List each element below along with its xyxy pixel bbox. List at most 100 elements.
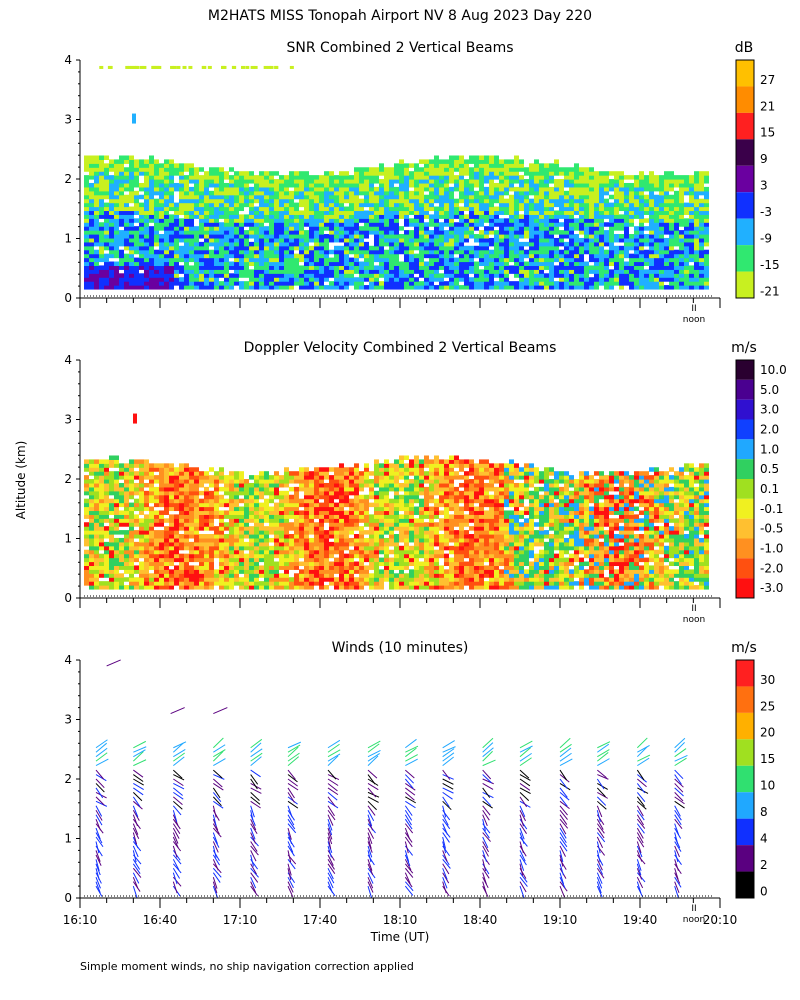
doppler-cell — [204, 573, 209, 578]
snr-cell — [259, 202, 264, 208]
doppler-cell — [284, 569, 289, 574]
snr-cell — [609, 210, 614, 215]
doppler-cell — [234, 482, 239, 488]
snr-cell — [664, 218, 669, 223]
snr-cell — [524, 210, 529, 215]
snr-cell — [649, 175, 654, 180]
snr-cell — [164, 237, 169, 243]
doppler-cell — [94, 545, 99, 551]
snr-cell — [609, 230, 614, 235]
snr-cell — [139, 222, 144, 227]
snr-cell — [514, 175, 519, 180]
snr-cell — [499, 179, 504, 184]
snr-cell — [249, 234, 254, 239]
snr-cell — [244, 179, 249, 184]
snr-cell — [454, 269, 459, 274]
snr-cell — [669, 210, 674, 215]
snr-cell — [504, 175, 509, 180]
snr-cell — [349, 226, 354, 231]
snr-cell — [534, 245, 539, 251]
snr-cell — [444, 175, 449, 180]
snr-cell — [479, 198, 484, 204]
snr-cell — [444, 273, 449, 278]
snr-cell — [574, 253, 579, 259]
doppler-cell — [199, 498, 204, 504]
snr-cell — [659, 245, 664, 251]
snr-cell — [374, 222, 379, 227]
doppler-cell — [154, 545, 159, 551]
snr-cell — [209, 182, 214, 188]
doppler-cell — [124, 506, 129, 512]
doppler-cell — [244, 494, 249, 500]
snr-cell — [124, 171, 129, 176]
snr-cell — [284, 269, 289, 274]
doppler-cell — [154, 490, 159, 496]
snr-cell — [364, 202, 369, 208]
snr-cell — [534, 226, 539, 231]
snr-cell — [649, 273, 654, 278]
snr-cell — [459, 273, 464, 278]
snr-cell — [454, 277, 459, 282]
colorbar-label: -21 — [760, 284, 780, 298]
doppler-cell — [99, 490, 104, 496]
snr-cell — [229, 198, 234, 204]
snr-cell — [279, 226, 284, 231]
snr-cell — [309, 273, 314, 278]
snr-cell — [89, 175, 94, 180]
snr-cell — [144, 218, 149, 223]
snr-cell — [294, 182, 299, 188]
snr-cell — [249, 194, 254, 200]
snr-cell — [99, 194, 104, 200]
snr-cell — [384, 190, 389, 196]
doppler-cell — [219, 526, 224, 531]
doppler-cell — [209, 479, 214, 484]
snr-cell — [654, 194, 659, 200]
snr-cell — [559, 277, 564, 282]
snr-cell — [404, 206, 409, 212]
snr-cell — [684, 182, 689, 188]
snr-cell — [684, 186, 689, 192]
doppler-cell — [234, 502, 239, 508]
doppler-cell — [164, 471, 169, 476]
snr-cell — [454, 281, 459, 286]
doppler-cell — [184, 561, 189, 567]
snr-cell — [469, 210, 474, 215]
doppler-cell — [264, 486, 269, 492]
snr-cell — [529, 241, 534, 247]
snr-cell — [599, 202, 604, 208]
snr-cell — [414, 230, 419, 235]
snr-cell — [84, 226, 89, 231]
snr-cell — [449, 163, 454, 168]
doppler-cell — [129, 553, 134, 559]
snr-cell — [539, 281, 544, 286]
snr-cell — [144, 210, 149, 215]
snr-cell — [504, 167, 509, 172]
snr-cell — [164, 198, 169, 204]
snr-cell — [189, 265, 194, 270]
snr-cell — [294, 214, 299, 219]
doppler-cell — [119, 522, 124, 527]
snr-cell — [629, 269, 634, 274]
snr-cell — [254, 230, 259, 235]
doppler-cell — [204, 541, 209, 547]
snr-cell — [104, 206, 109, 212]
snr-cell — [344, 175, 349, 180]
snr-cell — [524, 253, 529, 259]
snr-cell — [244, 245, 249, 251]
snr-cell — [109, 281, 114, 286]
snr-cell — [279, 285, 284, 290]
snr-cell — [409, 277, 414, 282]
doppler-cell — [164, 557, 169, 563]
snr-cell — [229, 175, 234, 180]
snr-cell — [669, 175, 674, 180]
snr-cell — [614, 269, 619, 274]
doppler-cell — [194, 534, 199, 539]
doppler-cell — [239, 585, 244, 590]
snr-cell — [594, 261, 599, 267]
snr-cell — [304, 179, 309, 184]
snr-cell — [644, 277, 649, 282]
doppler-cell — [89, 573, 94, 578]
snr-cell — [384, 241, 389, 247]
snr-cell — [474, 163, 479, 168]
snr-cell — [169, 186, 174, 192]
